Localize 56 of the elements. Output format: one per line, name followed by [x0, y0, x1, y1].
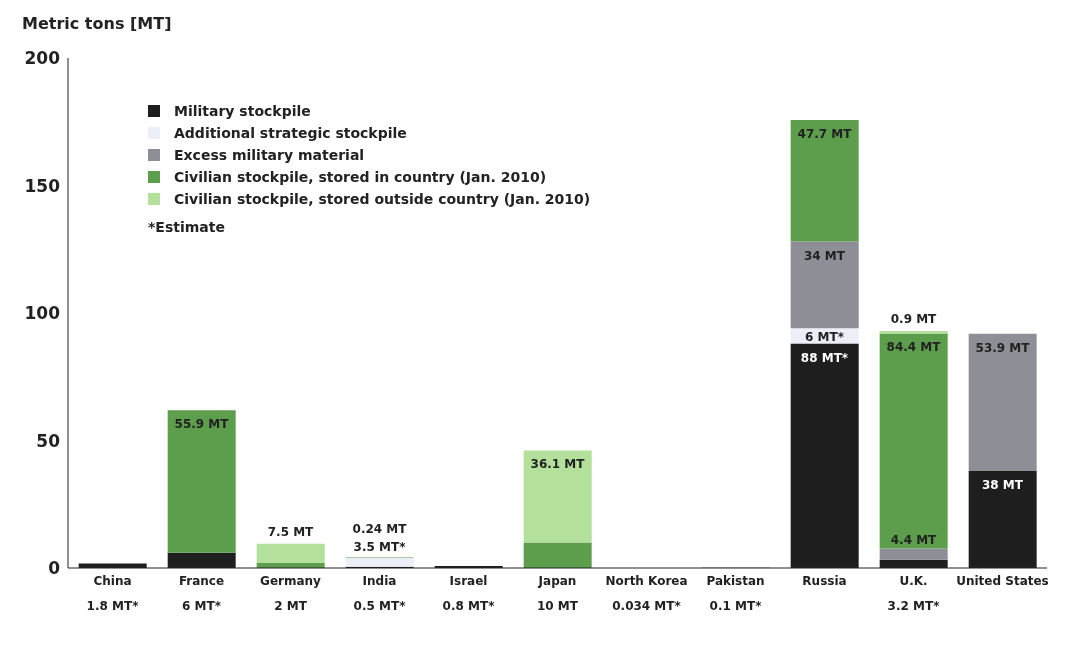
- y-axis-title: Metric tons [MT]: [22, 14, 172, 33]
- x-tick-label: Russia: [802, 573, 847, 588]
- bar: [167, 410, 236, 553]
- data-label: 53.9 MT: [975, 340, 1031, 355]
- data-label: 88 MT*: [800, 350, 849, 365]
- data-label: 0.8 MT*: [442, 599, 496, 613]
- x-tick-label: France: [178, 573, 225, 588]
- bar: [345, 557, 414, 567]
- data-label: 38 MT: [981, 478, 1024, 493]
- bar: [256, 543, 325, 563]
- data-label: 0.1 MT*: [709, 599, 763, 613]
- data-label: 55.9 MT: [174, 417, 230, 432]
- data-label: 6 MT*: [805, 329, 845, 344]
- data-label: 0.24 MT: [352, 522, 408, 537]
- data-label: 6 MT*: [182, 599, 222, 613]
- x-tick-label: U.K.: [899, 573, 928, 588]
- x-tick-label: Pakistan: [706, 573, 765, 588]
- legend-label: Excess military material: [174, 147, 365, 163]
- legend-label: Military stockpile: [174, 103, 311, 119]
- bar: [523, 542, 592, 568]
- y-tick-label: 150: [24, 175, 61, 196]
- x-tick-label: Germany: [260, 573, 322, 588]
- x-tick-label: Israel: [449, 573, 488, 588]
- annotation: *Estimate: [148, 219, 226, 235]
- y-tick-label: 50: [36, 430, 61, 451]
- bar: [968, 333, 1037, 472]
- data-label: 3.2 MT*: [887, 599, 941, 613]
- y-tick-label: 200: [24, 48, 61, 69]
- data-label: 84.4 MT: [886, 340, 942, 355]
- data-label: 0.5 MT*: [353, 599, 407, 613]
- bar: [790, 119, 859, 242]
- data-label: 3.5 MT*: [353, 540, 407, 555]
- data-label: 47.7 MT: [797, 126, 853, 141]
- data-label: 34 MT: [803, 248, 846, 263]
- x-tick-label: India: [362, 573, 397, 588]
- legend-label: Additional strategic stockpile: [174, 125, 407, 141]
- data-label: 0.034 MT*: [612, 599, 682, 613]
- bar: [523, 450, 592, 543]
- legend-label: Civilian stockpile, stored in country (Jan. 2010): [174, 169, 547, 185]
- x-tick-label: North Korea: [605, 573, 688, 588]
- data-label: 1.8 MT*: [86, 599, 140, 613]
- data-label: 4.4 MT: [890, 532, 938, 547]
- data-label: 10 MT: [536, 599, 579, 613]
- x-tick-label: Japan: [537, 573, 577, 588]
- x-tick-label: China: [93, 573, 132, 588]
- bar: [879, 548, 948, 560]
- x-tick-label: United States: [956, 573, 1049, 588]
- bar: [790, 241, 859, 329]
- data-label: 0.9 MT: [890, 312, 938, 327]
- data-label: 2 MT: [274, 599, 308, 613]
- data-label: 36.1 MT: [530, 457, 586, 472]
- legend-label: Civilian stockpile, stored outside country (Jan. 2010): [174, 191, 591, 207]
- y-tick-label: 100: [24, 303, 61, 324]
- data-label: 7.5 MT: [267, 524, 315, 539]
- y-tick-label: 0: [48, 558, 61, 579]
- bar: [879, 333, 948, 549]
